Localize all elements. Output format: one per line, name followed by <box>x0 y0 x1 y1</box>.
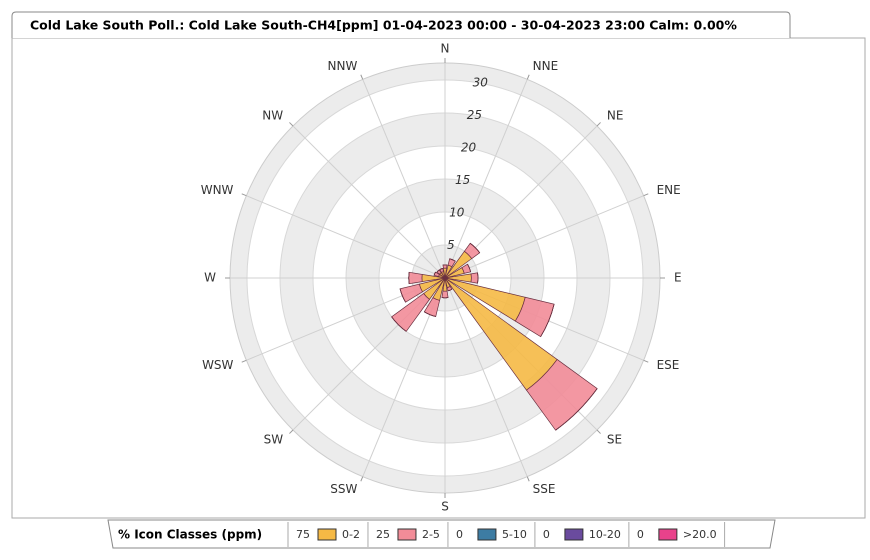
rose-segment <box>443 265 447 268</box>
legend-label: 2-5 <box>422 528 440 541</box>
r-tick-label: 20 <box>461 141 477 155</box>
chart-title: Cold Lake South Poll.: Cold Lake South-C… <box>30 18 737 33</box>
rose-segment <box>442 291 448 298</box>
r-tick-label: 15 <box>455 173 470 187</box>
legend-swatch <box>318 529 336 540</box>
rose-segment <box>409 272 422 283</box>
legend-swatch <box>565 529 583 540</box>
legend-swatch <box>398 529 416 540</box>
legend-swatch <box>478 529 496 540</box>
r-tick-label: 5 <box>447 238 455 252</box>
legend-label: 5-10 <box>502 528 527 541</box>
direction-label: WSW <box>202 358 233 372</box>
legend-swatch <box>659 529 677 540</box>
direction-label: ENE <box>657 183 681 197</box>
direction-label: S <box>441 500 449 514</box>
legend-title: % Icon Classes (ppm) <box>118 528 262 542</box>
direction-label: ESE <box>657 358 680 372</box>
legend-label: 10-20 <box>589 528 621 541</box>
direction-label: SW <box>264 432 284 446</box>
direction-label: NNW <box>328 59 358 73</box>
direction-label: E <box>674 271 682 285</box>
legend-percent: 0 <box>543 528 550 541</box>
legend-percent: 75 <box>296 528 310 541</box>
direction-label: NW <box>262 109 283 123</box>
legend-percent: 0 <box>637 528 644 541</box>
direction-label: SSW <box>330 482 357 496</box>
direction-label: NNE <box>533 59 559 73</box>
direction-label: N <box>441 42 450 56</box>
legend-label: >20.0 <box>683 528 717 541</box>
direction-label: WNW <box>201 183 234 197</box>
r-tick-label: 25 <box>467 108 482 122</box>
legend-percent: 0 <box>456 528 463 541</box>
direction-label: SSE <box>533 482 556 496</box>
direction-label: SE <box>607 432 622 446</box>
direction-label: W <box>204 271 216 285</box>
rose-segment <box>471 273 478 283</box>
r-tick-label: 10 <box>449 206 465 220</box>
legend-label: 0-2 <box>342 528 360 541</box>
r-tick-label: 30 <box>473 76 489 90</box>
direction-label: NE <box>607 109 624 123</box>
legend-percent: 25 <box>376 528 390 541</box>
